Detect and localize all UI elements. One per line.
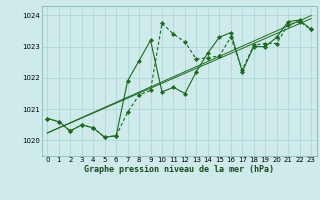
X-axis label: Graphe pression niveau de la mer (hPa): Graphe pression niveau de la mer (hPa) — [84, 165, 274, 174]
